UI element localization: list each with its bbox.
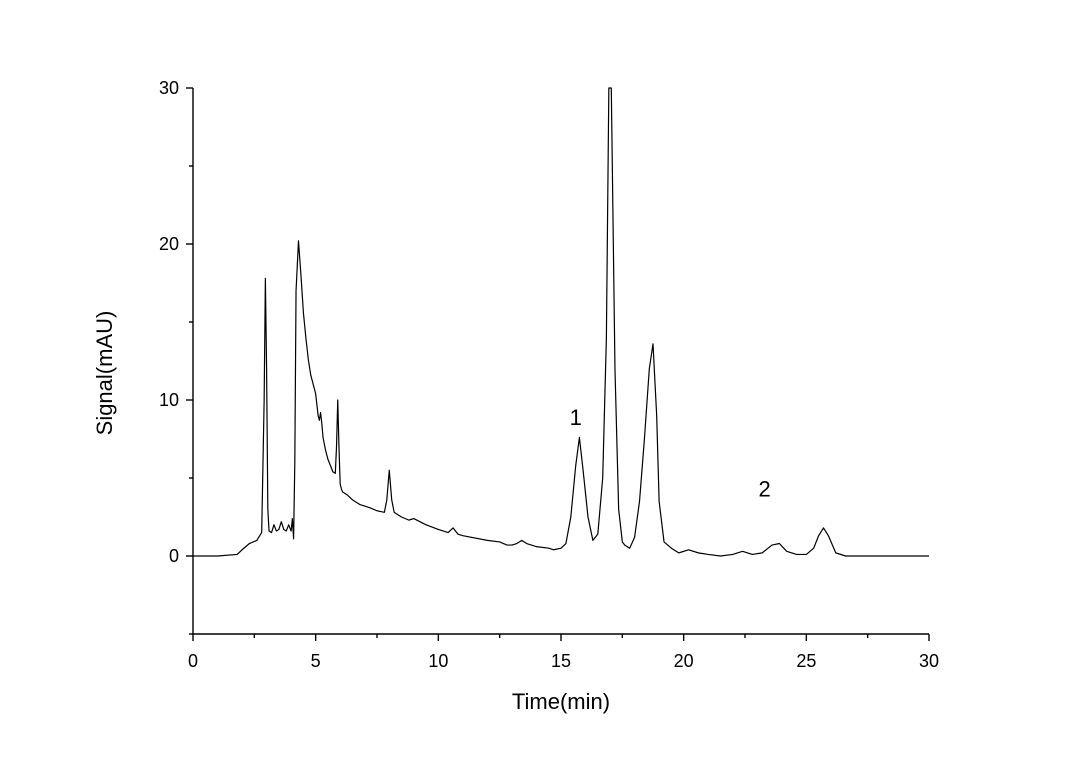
- peak-label: 1: [570, 405, 582, 430]
- x-tick-label: 5: [311, 651, 321, 671]
- peak-label: 2: [759, 477, 771, 502]
- x-axis-title: Time(min): [512, 689, 610, 714]
- x-tick-label: 15: [551, 651, 571, 671]
- x-tick-label: 20: [674, 651, 694, 671]
- x-tick-label: 10: [428, 651, 448, 671]
- axes: [192, 88, 929, 635]
- signal-trace: [193, 87, 929, 557]
- y-tick-label: 30: [159, 78, 179, 98]
- y-axis-ticks: 0 10 20 30: [159, 78, 193, 635]
- peak-annotations: 12: [570, 405, 771, 502]
- y-tick-label: 0: [169, 546, 179, 566]
- x-tick-label: 25: [796, 651, 816, 671]
- y-tick-label: 10: [159, 390, 179, 410]
- y-axis-title: Signal(mAU): [92, 311, 117, 436]
- y-tick-label: 20: [159, 234, 179, 254]
- x-axis-ticks: 0 5 10 15 20 25 30: [188, 634, 939, 671]
- x-tick-label: 0: [188, 651, 198, 671]
- x-tick-label: 30: [919, 651, 939, 671]
